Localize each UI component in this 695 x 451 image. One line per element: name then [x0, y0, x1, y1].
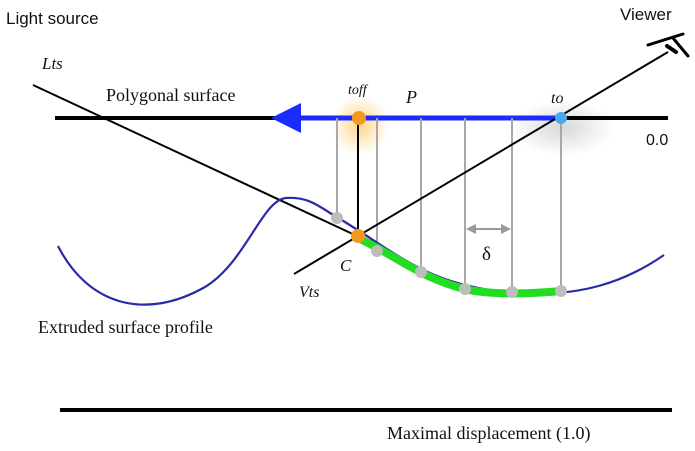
sample-points	[331, 212, 567, 298]
polygonal-surface-label: Polygonal surface	[106, 85, 235, 105]
extruded-surface-profile-label: Extruded surface profile	[38, 317, 213, 337]
eye-icon	[646, 32, 690, 58]
zero-label: 0.0	[646, 132, 668, 149]
vts-label: Vts	[299, 284, 319, 301]
maximal-displacement-label: Maximal displacement (1.0)	[387, 423, 590, 444]
light-source-label: Light source	[6, 9, 99, 28]
toff-point	[352, 111, 366, 125]
delta-label: δ	[482, 244, 491, 265]
p-label: P	[405, 87, 417, 107]
to-point	[555, 112, 567, 124]
toff-label: toff	[348, 83, 369, 98]
viewer-label: Viewer	[620, 5, 672, 24]
to-label: to	[551, 90, 563, 107]
extruded-surface-profile-curve	[57, 196, 665, 306]
c-point	[351, 229, 365, 243]
intersection-path	[354, 234, 565, 298]
lts-label: Lts	[41, 54, 63, 73]
c-label: C	[340, 256, 352, 275]
to-glow	[511, 100, 615, 156]
light-ray	[32, 84, 358, 237]
toff-glow	[330, 95, 390, 155]
sample-lines	[336, 118, 562, 292]
